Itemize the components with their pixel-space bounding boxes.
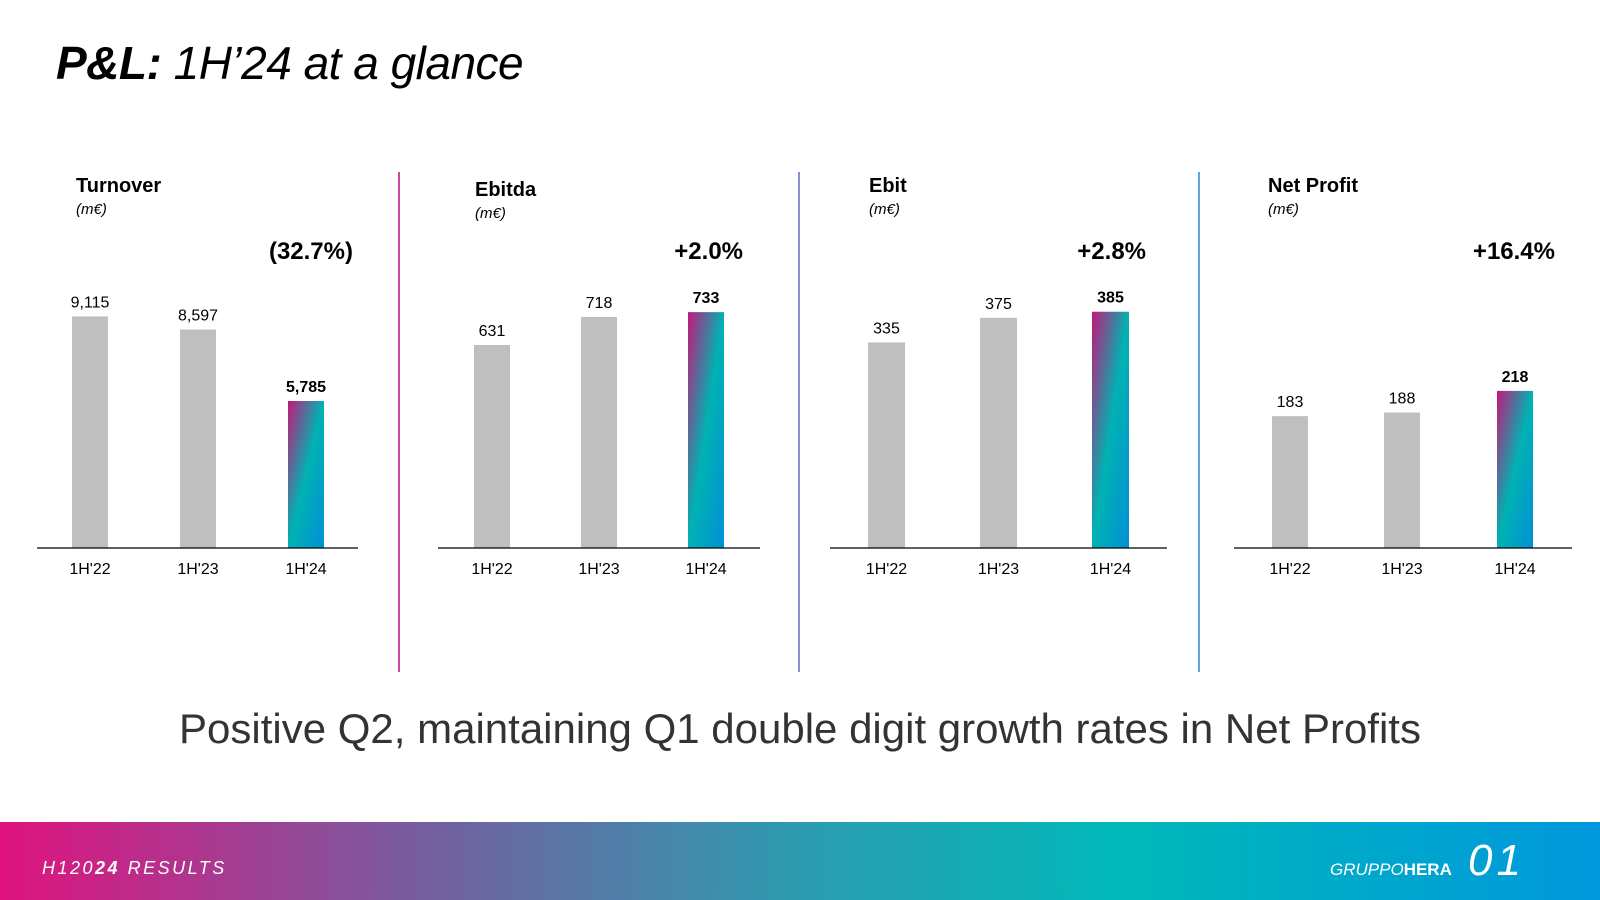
bar-1h23 — [581, 316, 617, 548]
bar-1h24 — [1092, 311, 1129, 548]
footer-results: RESULTS — [120, 858, 227, 878]
chart-title: Ebitda — [475, 179, 537, 201]
chart-panel-net-profit: Net Profit (m€) +16.4% 183 1H'22 188 1H'23 2… — [1200, 160, 1600, 680]
footer-report-label: H12024 RESULTS — [42, 858, 227, 879]
x-tick-label: 1H'23 — [978, 561, 1019, 578]
bar-1h23 — [980, 317, 1017, 548]
data-label: 8,597 — [178, 308, 218, 325]
chart-svg: 183 1H'22 188 1H'23 218 1H'24 — [1234, 369, 1572, 578]
data-label: 218 — [1502, 369, 1529, 386]
brand-gruppo: GRUPPO — [1330, 860, 1404, 879]
data-label: 335 — [873, 320, 900, 337]
chart-svg: 9,115 1H'22 8,597 1H'23 5,785 1H'24 — [37, 294, 358, 578]
brand-logo: GRUPPOHERA — [1330, 860, 1452, 880]
bar-1h22 — [868, 342, 905, 548]
x-tick-label: 1H'22 — [69, 561, 110, 578]
chart-change: +2.0% — [674, 238, 743, 265]
page-number: 01 — [1468, 836, 1525, 885]
chart-title: Turnover — [76, 175, 162, 197]
chart-change: (32.7%) — [268, 238, 353, 265]
panel-divider — [398, 172, 400, 672]
x-tick-label: 1H'24 — [685, 561, 726, 578]
x-tick-label: 1H'22 — [866, 561, 907, 578]
chart-panel-turnover: Turnover (m€) (32.7%) 9,115 1H'22 8,597 1H'… — [0, 160, 392, 680]
chart-change: +2.8% — [1077, 238, 1146, 265]
chart-svg: 335 1H'22 375 1H'23 385 1H'24 — [830, 290, 1167, 578]
data-label: 9,115 — [71, 294, 110, 311]
x-tick-label: 1H'24 — [1494, 561, 1535, 578]
x-tick-label: 1H'22 — [471, 561, 512, 578]
chart-unit: (m€) — [1268, 201, 1299, 218]
page-title: P&L: 1H’24 at a glance — [56, 36, 524, 90]
x-tick-label: 1H'23 — [1381, 561, 1422, 578]
data-label: 733 — [693, 290, 720, 307]
chart-unit: (m€) — [475, 205, 506, 222]
title-rest: 1H’24 at a glance — [173, 37, 524, 89]
bar-1h23 — [180, 329, 216, 548]
bar-1h24 — [688, 312, 724, 548]
key-message: Positive Q2, maintaining Q1 double digit… — [179, 705, 1421, 752]
chart-unit: (m€) — [869, 201, 900, 218]
x-tick-label: 1H'23 — [578, 561, 619, 578]
chart-title: Net Profit — [1268, 175, 1358, 197]
bar-1h23 — [1384, 412, 1420, 548]
chart-panel-ebit: Ebit (m€) +2.8% 335 1H'22 375 1H'23 385 1H'24 — [800, 160, 1192, 680]
data-label: 188 — [1389, 391, 1416, 408]
chart-svg: 631 1H'22 718 1H'23 733 1H'24 — [438, 290, 760, 578]
x-tick-label: 1H'24 — [285, 561, 326, 578]
footer-year-prefix: H120 — [42, 858, 96, 878]
x-tick-label: 1H'22 — [1269, 561, 1310, 578]
bar-1h22 — [72, 316, 108, 548]
data-label: 631 — [479, 323, 506, 340]
chart-unit: (m€) — [76, 201, 107, 218]
brand-hera: HERA — [1403, 860, 1452, 879]
chart-change: +16.4% — [1472, 238, 1555, 265]
title-bold: P&L: — [56, 37, 162, 89]
panel-divider — [1198, 172, 1200, 672]
footer-bar: H12024 RESULTS GRUPPOHERA 01 — [0, 822, 1600, 900]
data-label: 718 — [586, 295, 613, 312]
data-label: 375 — [985, 296, 1012, 313]
bar-1h22 — [1272, 416, 1308, 548]
bar-1h24 — [1497, 390, 1533, 548]
data-label: 385 — [1097, 290, 1124, 307]
data-label: 5,785 — [286, 379, 326, 396]
footer-year-suffix: 24 — [95, 858, 121, 878]
chart-title: Ebit — [869, 175, 907, 197]
x-tick-label: 1H'23 — [177, 561, 218, 578]
bar-1h22 — [474, 344, 510, 548]
chart-panel-ebitda: Ebitda (m€) +2.0% 631 1H'22 718 1H'23 733 1H'… — [400, 160, 792, 680]
x-tick-label: 1H'24 — [1090, 561, 1131, 578]
bar-1h24 — [288, 401, 324, 548]
data-label: 183 — [1277, 394, 1304, 411]
panel-divider — [798, 172, 800, 672]
